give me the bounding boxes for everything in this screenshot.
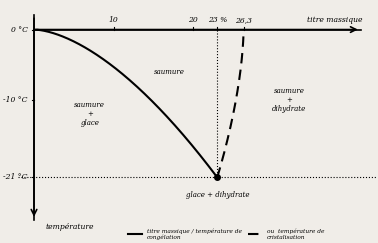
Text: -10 °C: -10 °C: [3, 96, 28, 104]
Text: température: température: [46, 223, 94, 231]
Text: 26,3: 26,3: [235, 16, 252, 24]
Text: saumure: saumure: [154, 68, 185, 76]
Text: saumure
+
dihydrate: saumure + dihydrate: [272, 87, 306, 113]
Text: glace + dihydrate: glace + dihydrate: [186, 191, 249, 199]
Text: 20: 20: [189, 16, 198, 24]
Text: 0 °C: 0 °C: [11, 26, 28, 34]
Text: saumure
+
glace: saumure + glace: [74, 101, 105, 127]
Text: 23 %: 23 %: [208, 16, 227, 24]
Text: 10: 10: [109, 16, 119, 24]
Text: titre massique: titre massique: [307, 16, 362, 24]
Text: -21 °C: -21 °C: [3, 174, 28, 182]
Legend: titre massique / température de
congélation, ou  température de
cristalisation: titre massique / température de congélat…: [125, 226, 327, 243]
